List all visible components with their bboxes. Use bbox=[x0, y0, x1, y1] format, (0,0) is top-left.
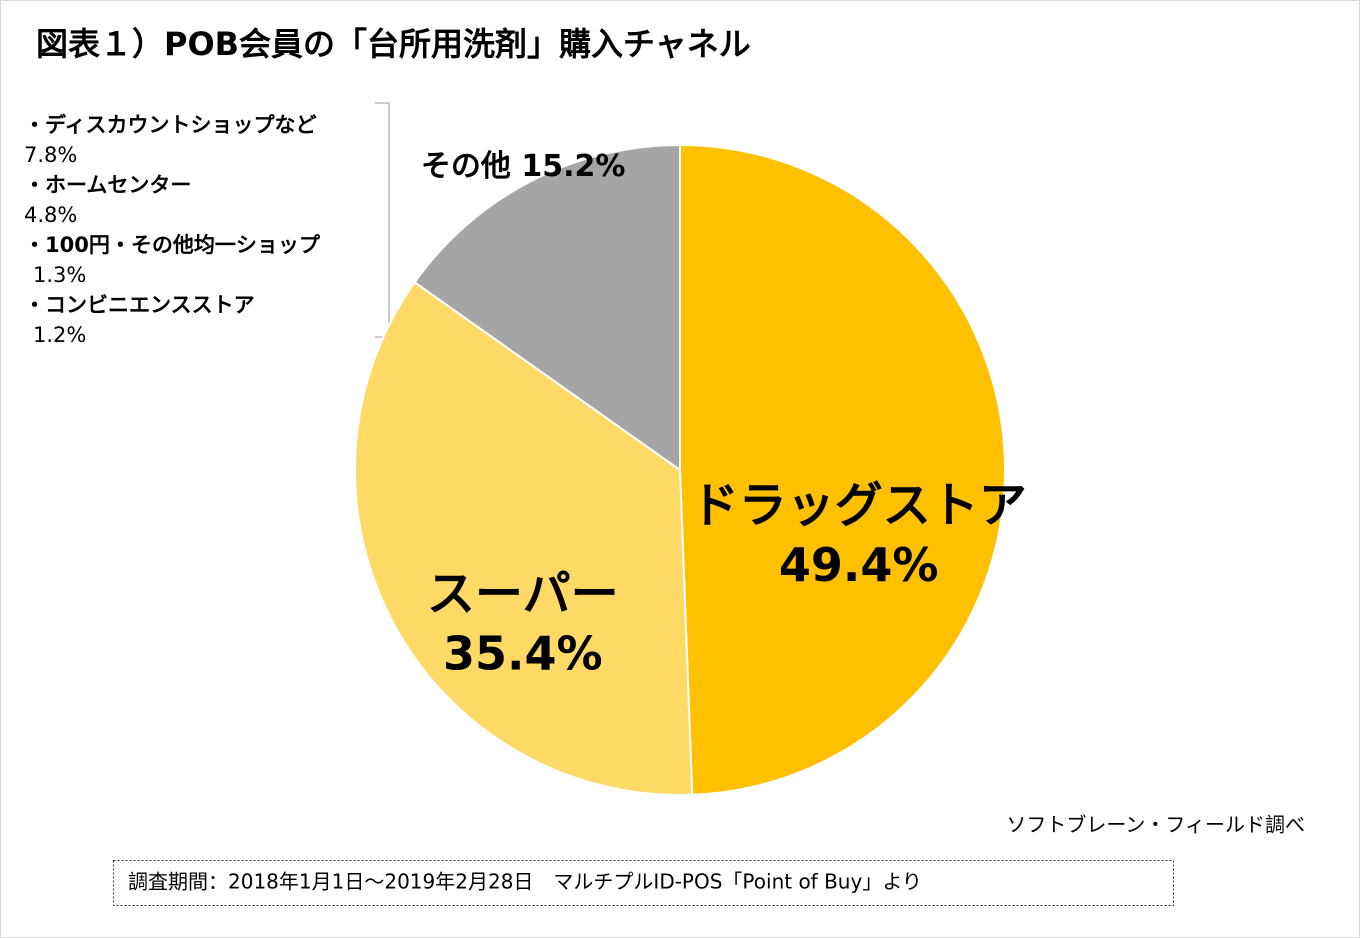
annotation-name: ・ディスカウントショップなど bbox=[24, 113, 317, 137]
annotation-name: ・コンビニエンスストア bbox=[24, 293, 255, 317]
bracket bbox=[375, 102, 390, 338]
annotation-value: 4.8% bbox=[24, 203, 77, 227]
pie-slice bbox=[354, 280, 694, 796]
annotation-value: 1.2% bbox=[33, 323, 86, 347]
chart-title: 図表１）POB会員の「台所用洗剤」購入チャネル bbox=[36, 25, 751, 63]
pie-slice bbox=[413, 143, 681, 472]
slice-value: 35.4% bbox=[443, 627, 603, 681]
annotation-name: ・ホームセンター bbox=[24, 173, 191, 197]
slice-name: その他 bbox=[421, 148, 511, 183]
annotation-value: 1.3% bbox=[33, 263, 86, 287]
slice-name: スーパー bbox=[427, 566, 619, 622]
slice-name: ドラッグストア bbox=[691, 478, 1027, 534]
slice-value: 49.4% bbox=[779, 538, 939, 592]
note-box bbox=[113, 860, 1174, 906]
note: 調査期間：2018年1月1日～2019年2月28日 マルチプルID-POS「Po… bbox=[128, 870, 922, 894]
annotation-value: 7.8% bbox=[24, 143, 77, 167]
annotation-name: ・100円・その他均一ショップ bbox=[24, 233, 321, 257]
source: ソフトブレーン・フィールド調べ bbox=[1006, 813, 1305, 837]
slice-value: 15.2% bbox=[521, 148, 625, 183]
slice-label: その他 15.2% bbox=[421, 148, 626, 183]
pie-slice bbox=[679, 143, 1006, 796]
